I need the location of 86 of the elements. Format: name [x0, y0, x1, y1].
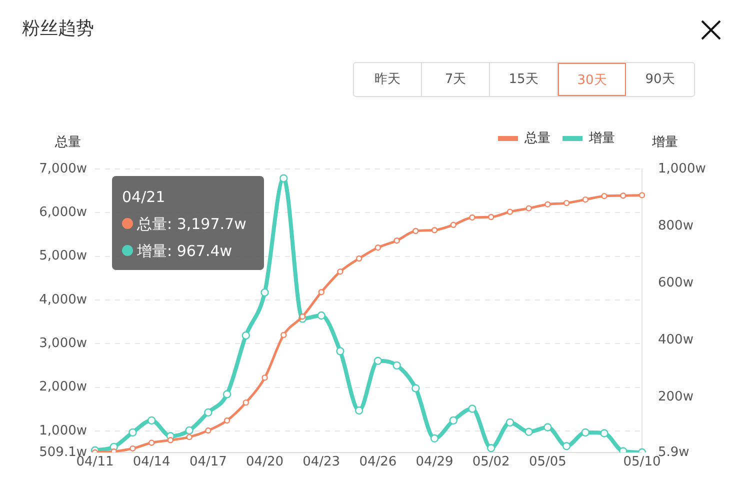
point: [317, 311, 326, 320]
text: 7天: [422, 63, 490, 96]
point: [167, 437, 174, 444]
point: [130, 445, 136, 452]
point: [224, 417, 230, 424]
point: [354, 406, 364, 415]
x-tick-label: 04/23: [302, 454, 340, 470]
x-tick-label: 05/10: [623, 454, 661, 470]
point: [205, 427, 212, 434]
x-tick-label: 04/17: [189, 454, 227, 470]
point: [128, 428, 137, 437]
point: [147, 416, 156, 425]
point: [469, 214, 476, 221]
y-tick-label: 4,000w: [39, 292, 88, 308]
point: [337, 268, 344, 275]
x-tick-label: 05/02: [472, 454, 510, 470]
point: [487, 444, 496, 452]
point: [262, 374, 268, 381]
y2-tick-label: 1,000w: [658, 161, 706, 176]
point: [524, 428, 533, 436]
point: [544, 201, 551, 208]
chart-title: 粉丝趋势: [22, 17, 94, 40]
point: [374, 356, 382, 365]
point: [488, 214, 494, 220]
text: 90天: [644, 71, 676, 89]
y2-axis-title: 增量: [652, 134, 678, 151]
y2-tick-label: 600w: [658, 275, 694, 290]
point: [582, 196, 589, 203]
x-tick-label: 04/14: [132, 454, 170, 470]
point: [526, 205, 532, 212]
point: [638, 192, 646, 198]
point: [620, 192, 626, 199]
point: [374, 244, 382, 251]
point: [601, 192, 608, 200]
point: [600, 429, 608, 438]
point: [430, 434, 439, 443]
point: [148, 440, 155, 446]
point: [468, 404, 476, 413]
point: [581, 428, 590, 437]
y-tick-label: 6,000w: [39, 205, 88, 220]
y-tick-label: 1,000w: [39, 423, 88, 438]
point: [449, 416, 458, 425]
point: [506, 208, 514, 215]
point: [392, 361, 401, 370]
y-tick-label: 5,000w: [39, 248, 88, 264]
point: [222, 390, 232, 398]
legend-label: 增量: [588, 130, 615, 146]
point: [336, 347, 344, 356]
point: [242, 331, 250, 340]
point: [412, 228, 419, 234]
x-tick-label: 05/05: [528, 454, 566, 470]
x-tick-label: 04/26: [359, 454, 397, 470]
point: [186, 434, 192, 440]
point: [260, 288, 269, 297]
annotation: 总量: 3,197.7w: [136, 214, 248, 235]
point: [242, 399, 249, 406]
point: [563, 200, 570, 206]
y-tick-label: 2,000w: [39, 380, 88, 395]
point: [412, 384, 420, 392]
point: [185, 426, 194, 435]
y-axis-title: 总量: [55, 134, 81, 151]
y-tick-label: 3,000w: [39, 336, 88, 352]
point: [280, 174, 288, 182]
x-tick-label: 04/20: [246, 454, 284, 470]
legend-label: 总量: [524, 130, 550, 146]
point: [450, 222, 456, 228]
y2-tick-label: 200w: [658, 389, 694, 404]
point: [280, 332, 287, 338]
point: [506, 418, 514, 427]
y2-tick-label: 400w: [658, 332, 694, 348]
point: [299, 313, 306, 320]
text: 30天: [558, 63, 626, 96]
point: [318, 289, 324, 296]
point: [204, 408, 212, 417]
annotation: 04/21: [122, 187, 166, 208]
point: [562, 442, 571, 450]
x-tick-label: 04/29: [416, 454, 454, 470]
y-tick-label: 7,000w: [39, 161, 88, 176]
text: 昨天: [354, 63, 422, 96]
point: [544, 423, 552, 432]
point: [356, 255, 362, 262]
annotation: 增量: 967.4w: [136, 241, 234, 262]
point: [431, 227, 438, 234]
text: 15天: [490, 63, 558, 96]
y2-tick-label: 800w: [658, 218, 694, 234]
point: [394, 238, 400, 244]
